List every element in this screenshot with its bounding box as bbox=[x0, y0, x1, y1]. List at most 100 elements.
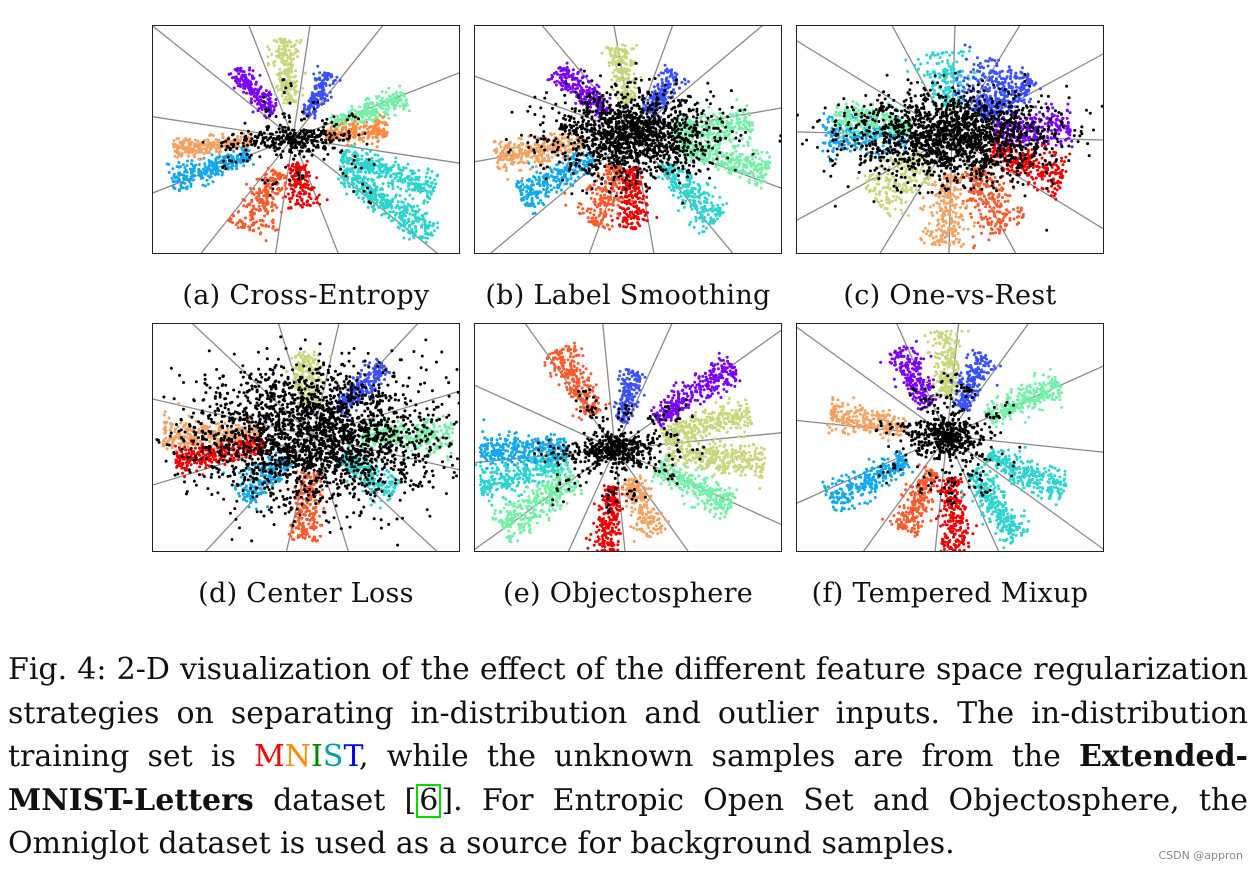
class-point bbox=[295, 194, 299, 198]
class-point bbox=[621, 49, 625, 53]
class-point bbox=[350, 107, 354, 111]
class-point bbox=[709, 201, 713, 205]
class-point bbox=[581, 75, 585, 79]
class-point bbox=[555, 175, 559, 179]
class-point bbox=[373, 128, 377, 132]
class-point bbox=[284, 174, 288, 178]
unknown-point bbox=[281, 125, 285, 129]
class-point bbox=[620, 74, 624, 78]
class-point bbox=[713, 207, 717, 211]
class-point bbox=[274, 103, 278, 107]
unknown-point bbox=[367, 158, 371, 162]
unknown-point bbox=[245, 143, 249, 147]
class-point bbox=[209, 160, 213, 164]
class-point bbox=[342, 154, 346, 158]
class-point bbox=[558, 65, 562, 69]
class-point bbox=[404, 166, 408, 170]
class-point bbox=[267, 48, 271, 52]
class-point bbox=[258, 73, 262, 77]
class-point bbox=[417, 178, 421, 182]
class-point bbox=[636, 215, 640, 219]
class-point bbox=[345, 132, 349, 136]
class-point bbox=[176, 180, 180, 184]
class-point bbox=[659, 93, 663, 97]
class-point bbox=[433, 178, 437, 182]
class-point bbox=[252, 228, 256, 232]
unknown-point bbox=[240, 131, 243, 135]
class-point bbox=[201, 167, 205, 171]
class-point bbox=[565, 72, 569, 76]
separator-line bbox=[292, 137, 339, 253]
unknown-point bbox=[290, 138, 294, 142]
class-point bbox=[629, 202, 633, 206]
class-point bbox=[529, 148, 533, 152]
class-point bbox=[343, 181, 346, 185]
class-point bbox=[427, 224, 431, 228]
class-point bbox=[301, 86, 304, 90]
class-point bbox=[364, 157, 368, 161]
class-point bbox=[373, 202, 377, 206]
class-point bbox=[527, 161, 531, 165]
class-point bbox=[411, 209, 415, 213]
class-point bbox=[296, 202, 300, 206]
class-point bbox=[282, 62, 286, 65]
unknown-point bbox=[301, 130, 305, 134]
unknown-point bbox=[263, 181, 267, 185]
unknown-point bbox=[357, 117, 360, 121]
class-point bbox=[191, 148, 195, 152]
unknown-point bbox=[310, 141, 314, 145]
class-point bbox=[521, 160, 525, 164]
class-point bbox=[576, 79, 580, 83]
unknown-point bbox=[231, 145, 235, 149]
class-point bbox=[217, 152, 221, 155]
class-point bbox=[361, 115, 365, 119]
class-point bbox=[655, 216, 659, 219]
class-point bbox=[627, 73, 631, 77]
unknown-point bbox=[305, 141, 309, 144]
class-point bbox=[245, 91, 248, 95]
class-point bbox=[201, 143, 205, 147]
class-point bbox=[357, 196, 361, 200]
unknown-point bbox=[292, 134, 296, 138]
class-point bbox=[426, 167, 430, 171]
class-point bbox=[393, 217, 397, 221]
class-point bbox=[197, 168, 201, 172]
class-point bbox=[218, 143, 221, 147]
class-point bbox=[338, 78, 342, 82]
class-point bbox=[405, 189, 408, 193]
class-point bbox=[251, 212, 255, 216]
class-point bbox=[530, 196, 534, 200]
class-point bbox=[234, 223, 238, 227]
class-point bbox=[288, 197, 291, 201]
unknown-point bbox=[282, 78, 286, 81]
class-point bbox=[409, 181, 413, 185]
class-point bbox=[288, 200, 292, 204]
class-point bbox=[659, 71, 663, 75]
class-point bbox=[600, 189, 604, 193]
unknown-point bbox=[296, 171, 300, 175]
separator-line bbox=[274, 137, 294, 253]
class-point bbox=[555, 79, 559, 83]
class-point bbox=[172, 174, 176, 178]
class-point bbox=[628, 213, 632, 217]
class-point bbox=[565, 179, 569, 183]
class-point bbox=[243, 75, 247, 79]
class-point bbox=[353, 119, 357, 123]
class-point bbox=[353, 132, 357, 135]
class-point bbox=[605, 106, 609, 110]
class-point bbox=[362, 125, 366, 129]
class-point bbox=[336, 177, 340, 181]
unknown-point bbox=[252, 142, 256, 146]
class-point bbox=[645, 195, 649, 199]
class-point bbox=[618, 76, 622, 80]
class-point bbox=[430, 170, 434, 173]
class-point bbox=[321, 96, 325, 100]
class-point bbox=[257, 226, 261, 230]
class-point bbox=[304, 191, 308, 195]
class-point bbox=[173, 187, 177, 190]
class-point bbox=[400, 173, 404, 177]
unknown-point bbox=[298, 152, 301, 156]
class-point bbox=[177, 160, 181, 164]
class-point bbox=[426, 236, 429, 240]
unknown-point bbox=[294, 146, 298, 150]
